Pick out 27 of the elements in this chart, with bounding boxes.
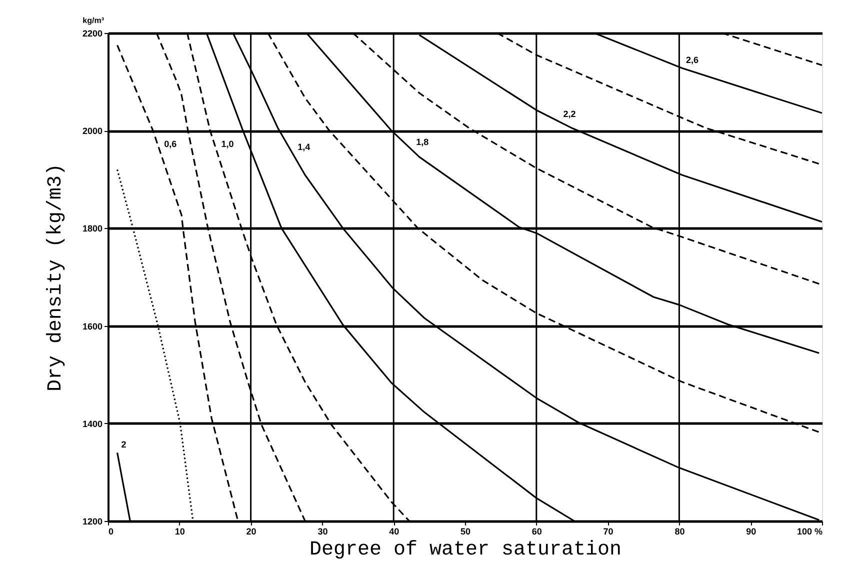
y-tick-label: 1400 [82, 418, 102, 429]
x-tick-label: 30 [318, 526, 328, 536]
annotation: 2 [121, 440, 126, 450]
x-tick-label: 20 [246, 526, 256, 536]
y-tick-label: 2200 [82, 28, 102, 38]
annotation: 1,4 [298, 142, 310, 152]
x-tick-label: 100 % [796, 526, 822, 536]
y-axis-title: Dry density (kg/m3) [44, 163, 68, 392]
x-tick-label: 40 [389, 526, 400, 536]
x-tick-label: 50 [460, 526, 471, 536]
x-tick-label: 60 [532, 526, 542, 536]
annotation: 2,6 [686, 55, 699, 66]
x-tick-label: 70 [603, 526, 614, 536]
text: kg/m³ [82, 16, 104, 25]
y-tick-label: 1200 [82, 516, 102, 526]
y-tick-label: 2000 [82, 126, 102, 136]
x-tick-label: 0 [108, 526, 114, 536]
y-tick-label: 1800 [82, 224, 102, 234]
annotation: 2,2 [563, 108, 576, 119]
annotation: 0,6 [164, 139, 177, 150]
x-tick-label: 10 [174, 526, 185, 536]
y-tick-label: 1600 [82, 321, 102, 332]
annotation: 1,8 [416, 137, 429, 148]
x-axis-title: Degree of water saturation [309, 538, 622, 562]
x-tick-label: 90 [746, 526, 756, 536]
annotation: 1,0 [221, 139, 234, 150]
x-tick-label: 80 [674, 526, 685, 536]
